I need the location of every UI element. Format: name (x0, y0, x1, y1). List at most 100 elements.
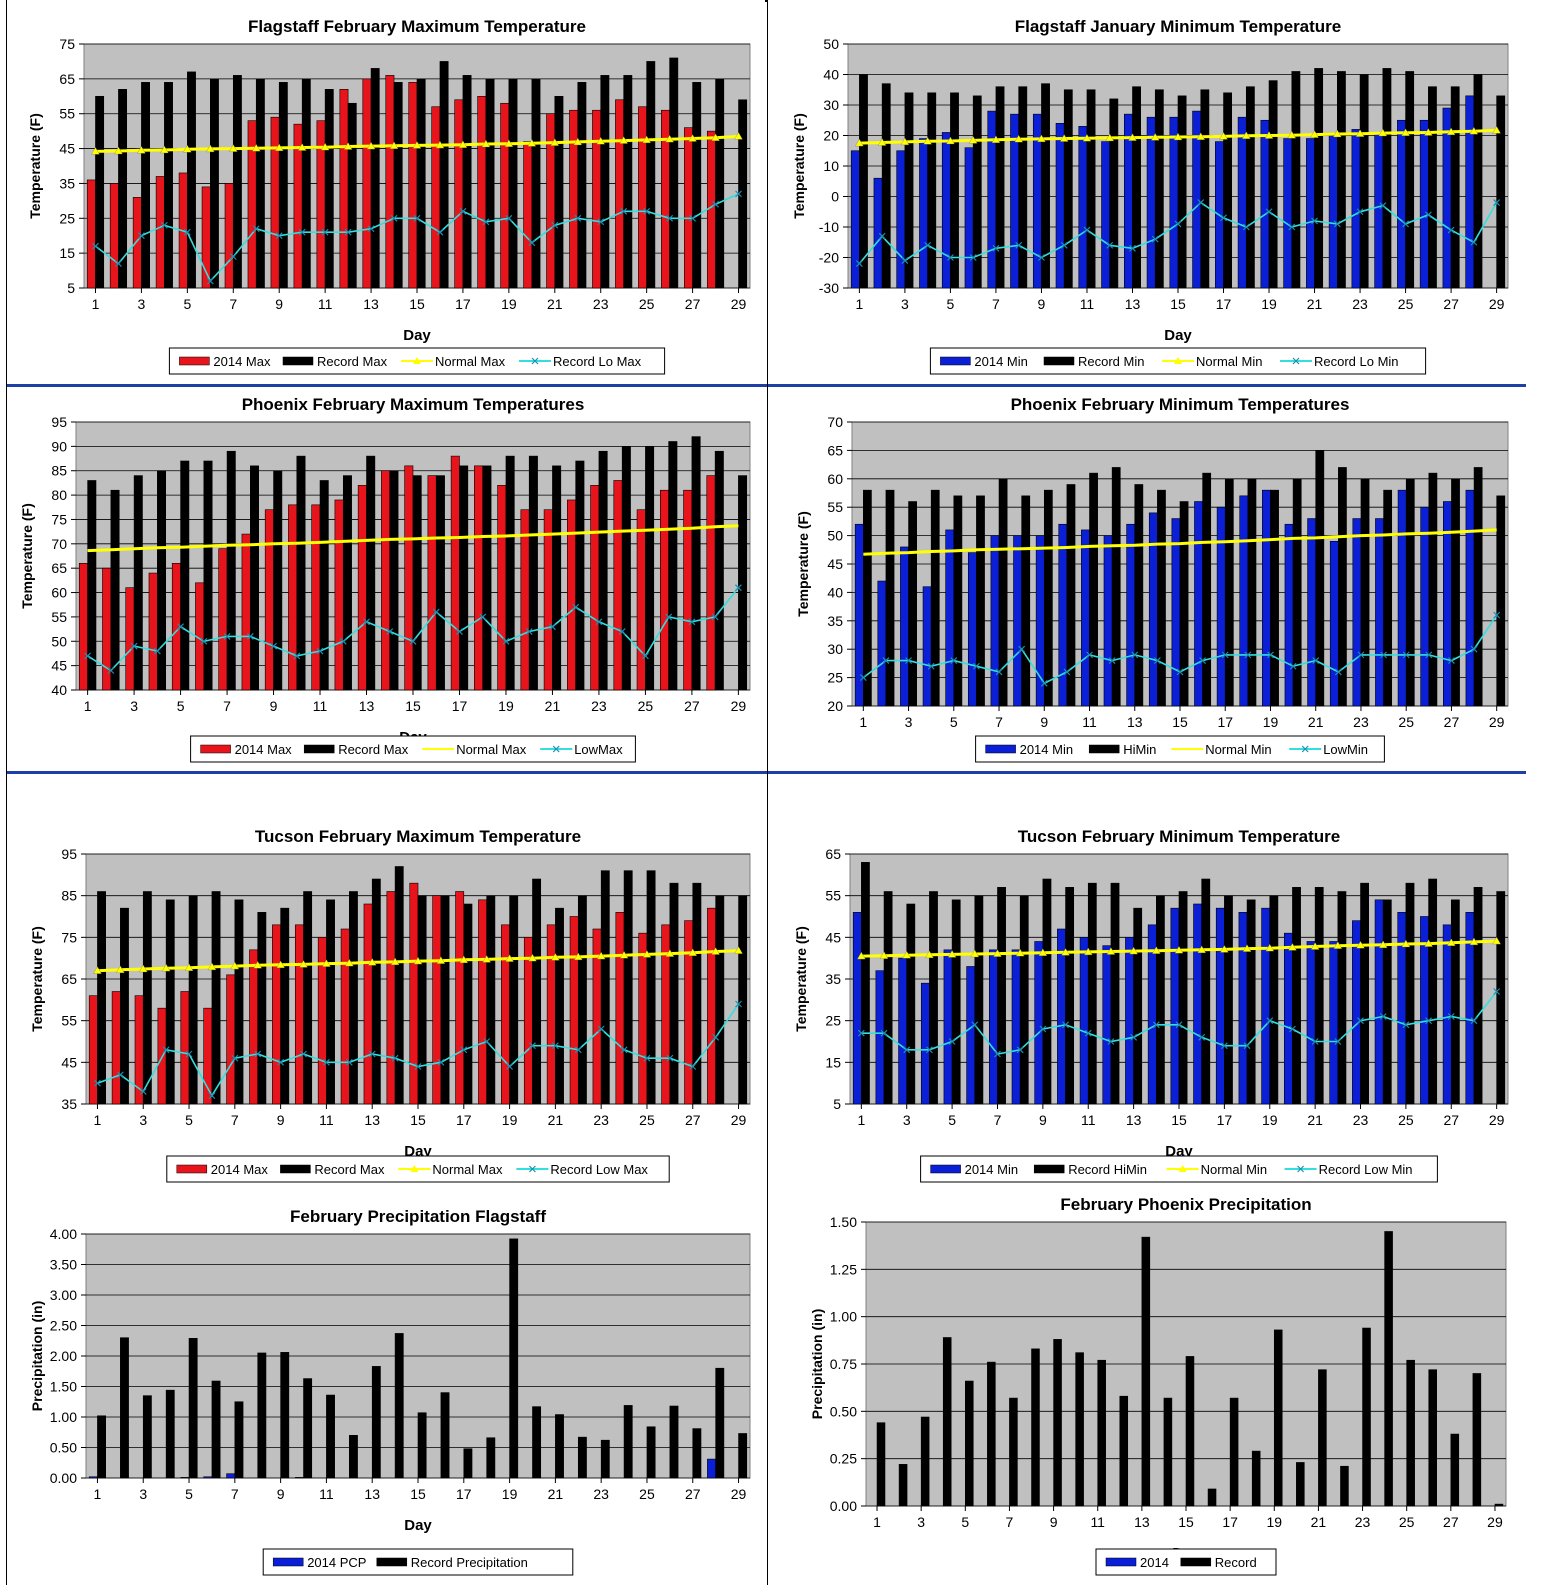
bar (1397, 119, 1406, 289)
line-marker (390, 214, 398, 222)
x-tick-label: 11 (319, 1112, 334, 1128)
bar (462, 75, 472, 289)
line-marker (688, 134, 697, 142)
bar (850, 150, 860, 289)
bar (288, 504, 298, 691)
bar (142, 1395, 152, 1479)
line-marker (345, 958, 354, 967)
line-marker (1333, 129, 1342, 138)
bar (326, 899, 335, 1105)
line-marker (1380, 651, 1388, 659)
x-tick-label: 9 (275, 296, 283, 312)
x-tick-label: 9 (1039, 1112, 1047, 1128)
x-tick-label: 21 (1307, 1112, 1323, 1128)
line-marker (229, 253, 237, 261)
bar (1239, 495, 1249, 707)
line-marker (947, 950, 957, 958)
line-marker (1243, 1042, 1251, 1050)
x-tick-label: 21 (1307, 296, 1323, 312)
bar (1202, 472, 1212, 707)
bar (86, 179, 96, 289)
bar (972, 95, 982, 289)
y-tick-label: 1.50 (830, 1214, 857, 1230)
bar (226, 450, 236, 691)
chart-svg: Flagstaff February Maximum Temperature 5 1… (27, 17, 751, 375)
line-marker (903, 1046, 911, 1054)
line-marker (344, 228, 352, 236)
y-tick-label: 1.00 (830, 1309, 857, 1325)
y-tick-label: 45 (825, 929, 841, 945)
bar (1065, 887, 1075, 1105)
x-tick-label: 11 (1080, 296, 1095, 312)
x-tick-label: 1 (855, 296, 863, 312)
line-marker (92, 242, 99, 250)
line-marker (525, 628, 533, 635)
bar (930, 489, 940, 707)
bar (455, 891, 465, 1105)
legend-label: Record Lo Max (553, 354, 642, 369)
x-tick-label: 7 (994, 1112, 1002, 1128)
line-marker (595, 618, 603, 626)
y-tick-label: 65 (59, 71, 75, 87)
legend-swatch (280, 1164, 311, 1174)
bar (1450, 86, 1460, 289)
line-marker (435, 140, 445, 149)
line-marker (207, 962, 217, 971)
line-marker (618, 628, 626, 635)
line-marker (857, 951, 866, 960)
line-marker (138, 964, 148, 973)
bar (1329, 540, 1339, 707)
x-tick-label: 25 (639, 1486, 655, 1502)
bar (613, 480, 623, 691)
line-marker (274, 143, 284, 152)
bar (1157, 489, 1166, 707)
x-tick-label: 15 (1171, 1112, 1187, 1128)
bar (684, 127, 693, 289)
bar (454, 99, 464, 289)
bar (180, 991, 190, 1105)
line-marker (551, 1042, 559, 1050)
line-marker (253, 960, 262, 969)
line-marker (1014, 134, 1023, 143)
y-tick-label: 0.25 (830, 1451, 857, 1467)
bar (950, 92, 959, 289)
bar (301, 78, 311, 289)
bar (257, 1352, 267, 1479)
bar (900, 546, 909, 707)
line-marker (184, 963, 194, 971)
bar (546, 924, 556, 1105)
line-marker (229, 144, 238, 152)
y-tick-label: 90 (51, 438, 67, 454)
line-marker (971, 1021, 979, 1029)
bar (646, 1426, 656, 1479)
bar (590, 485, 600, 691)
bar (1193, 903, 1202, 1105)
bar (118, 89, 128, 289)
bar (1201, 878, 1211, 1105)
y-tick-label: 20 (823, 128, 839, 144)
bar (738, 895, 748, 1105)
x-tick-label: 15 (1172, 714, 1188, 730)
chart-svg: February Precipitation Flagstaff 0.00 0.50… (29, 1207, 751, 1576)
x-tick-label: 3 (903, 1112, 911, 1128)
bar (1110, 882, 1120, 1105)
line-marker (230, 961, 240, 970)
x-tick-label: 17 (452, 698, 468, 714)
bar (1473, 467, 1483, 707)
left-border (6, 0, 7, 1585)
bar (714, 450, 724, 691)
bar (621, 446, 631, 691)
line-marker (481, 139, 491, 148)
chart-tucson-feb-max: Tucson February Maximum Temperature 35 45 5… (0, 810, 765, 1192)
y-tick-label: 30 (827, 641, 843, 657)
line-marker (1040, 679, 1048, 687)
legend-label: Normal Max (432, 1162, 503, 1177)
bar (326, 1394, 335, 1479)
bar (339, 89, 349, 289)
line-marker (413, 214, 421, 222)
line-marker (574, 214, 582, 222)
y-tick-label: 35 (825, 971, 841, 987)
legend-label: Record HiMin (1068, 1162, 1147, 1177)
y-axis-label: Precipitation (in) (809, 1309, 825, 1419)
y-tick-label: 10 (823, 158, 839, 174)
